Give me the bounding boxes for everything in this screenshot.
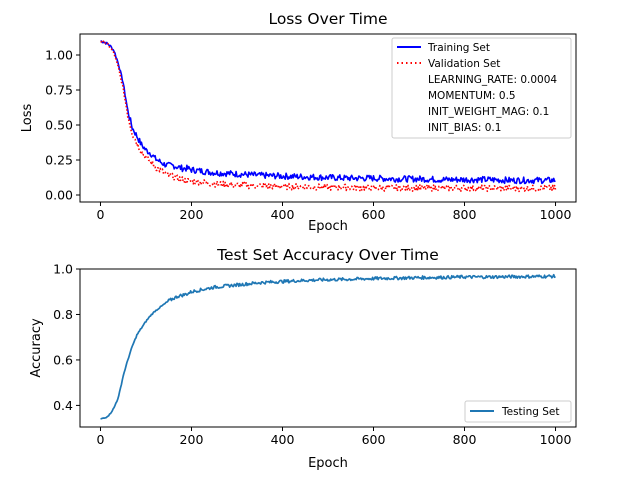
accuracy-x-tick-label: 400: [271, 432, 295, 447]
accuracy-x-axis-label: Epoch: [308, 456, 348, 471]
accuracy-plot-frame: [79, 268, 577, 428]
loss-plot-frame: [79, 33, 577, 203]
loss-x-tick-label: 600: [362, 207, 386, 222]
accuracy-y-axis-label: Accuracy: [29, 318, 44, 378]
accuracy-y-tick-label: 1.0: [53, 262, 73, 277]
legend-init-bias: INIT_BIAS: 0.1: [428, 122, 501, 134]
accuracy-x-tick-label: 1000: [540, 432, 572, 447]
loss-x-tick-label: 200: [180, 207, 204, 222]
legend-testing-set-label: Testing Set: [501, 406, 560, 418]
loss-x-tick-label: 800: [453, 207, 477, 222]
accuracy-x-tick-label: 600: [362, 432, 386, 447]
loss-x-tick-label: 0: [97, 207, 105, 222]
accuracy-legend-box: [464, 400, 572, 423]
loss-y-tick-label: 0.75: [45, 83, 73, 98]
accuracy-x-tick-label: 800: [453, 432, 477, 447]
loss-x-axis-label: Epoch: [308, 219, 348, 234]
accuracy-chart-title: Test Set Accuracy Over Time: [216, 246, 439, 264]
accuracy-y-tick-label: 0.8: [53, 307, 73, 322]
legend-init-weight-mag: INIT_WEIGHT_MAG: 0.1: [428, 106, 549, 118]
legend-training-set-label: Training Set: [427, 42, 490, 54]
accuracy-chart: Test Set Accuracy Over Time 0 200 400 600 80…: [29, 246, 577, 471]
loss-y-tick-label: 0.00: [45, 188, 73, 203]
loss-x-tick-label: 400: [271, 207, 295, 222]
loss-x-tick-label: 1000: [540, 207, 572, 222]
training-set-line: [100, 40, 556, 185]
loss-y-tick-label: 0.50: [45, 118, 73, 133]
testing-set-line: [100, 273, 556, 420]
loss-y-tick-label: 1.00: [45, 48, 73, 63]
legend-momentum: MOMENTUM: 0.5: [428, 90, 516, 102]
loss-y-axis-label: Loss: [20, 104, 35, 133]
loss-chart: Loss Over Time 0 200 400 600 800 1000 0.00 0.25…: [20, 10, 577, 234]
accuracy-x-tick-label: 200: [180, 432, 204, 447]
accuracy-x-tick-label: 0: [97, 432, 105, 447]
legend-learning-rate: LEARNING_RATE: 0.0004: [428, 74, 557, 86]
loss-legend-box: [391, 37, 572, 139]
accuracy-y-tick-label: 0.6: [53, 352, 73, 367]
loss-y-tick-label: 0.25: [45, 153, 73, 168]
accuracy-legend: Testing Set: [464, 400, 572, 423]
accuracy-y-tick-label: 0.4: [53, 398, 73, 413]
loss-chart-title: Loss Over Time: [268, 10, 387, 28]
legend-validation-set-label: Validation Set: [428, 58, 500, 70]
loss-legend: Training Set Validation Set LEARNING_RAT…: [391, 37, 572, 139]
